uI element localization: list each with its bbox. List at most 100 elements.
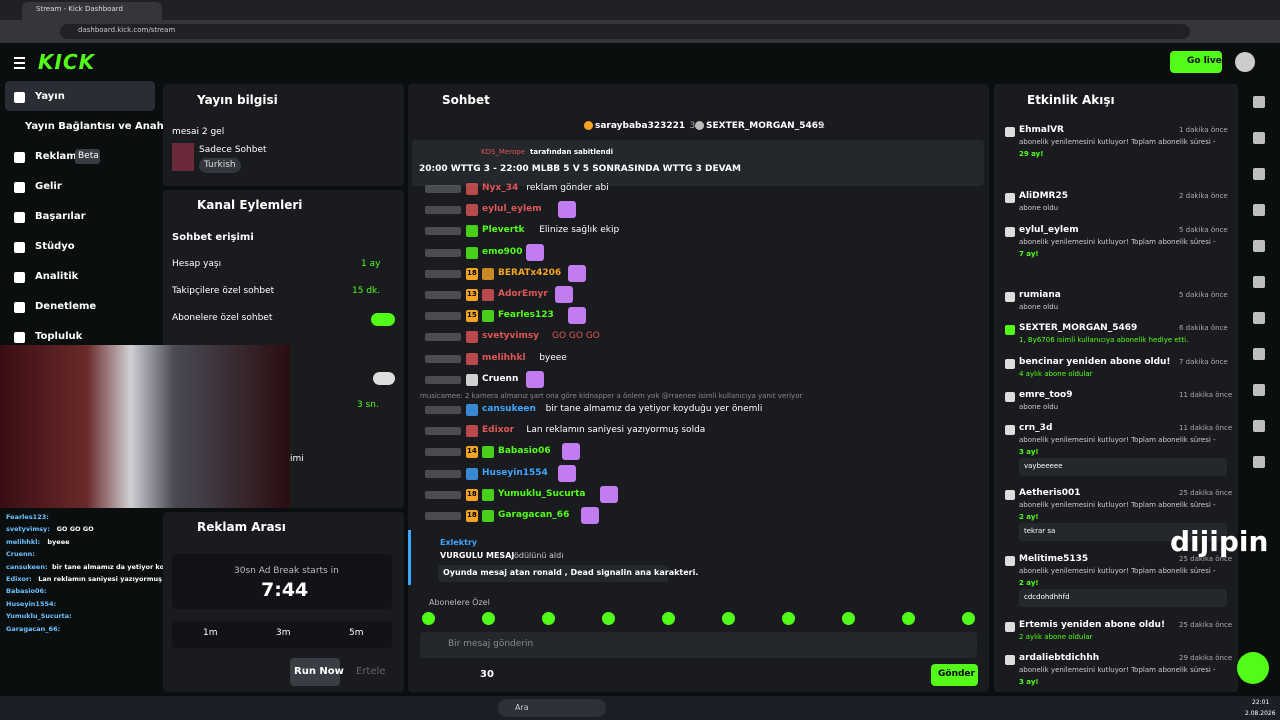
emote-option[interactable] [542,612,555,625]
tab-title: Stream - Kick Dashboard [36,5,123,13]
chat-user[interactable]: Edixor [482,425,515,436]
mod-icons[interactable] [425,227,461,236]
emote-option[interactable] [422,612,435,625]
mod-icons[interactable] [425,512,461,520]
duration-option[interactable]: 5m [349,628,364,638]
mod-icons[interactable] [425,312,461,321]
rail-icon[interactable] [1253,204,1265,216]
mod-icons[interactable] [425,354,461,363]
rail-icon[interactable] [1253,132,1265,144]
chat-user[interactable]: cansukeen [482,404,536,414]
chat-placeholder[interactable]: Bir mesaj gönderin [448,639,534,649]
chat-user[interactable]: BERATx4206 [498,267,562,278]
menu-icon[interactable] [14,57,25,59]
rail-icon[interactable] [1253,456,1265,468]
emote-option[interactable] [902,612,915,625]
setting-label[interactable]: Hesap yaşı [172,259,222,269]
emote-option[interactable] [842,612,855,625]
toggle-off[interactable] [373,372,395,385]
emote-option[interactable] [482,612,495,625]
mod-icons[interactable] [425,427,461,436]
avatar[interactable] [1235,52,1255,72]
chat-user[interactable]: emo900 [482,246,523,257]
rail-icon[interactable] [1253,384,1265,396]
mod-icons[interactable] [425,333,461,342]
nav-item[interactable]: Analitik [35,271,79,282]
nav-item[interactable]: Yayın [35,91,65,102]
emote-option[interactable] [662,612,675,625]
nav-item[interactable]: Denetleme [35,301,97,312]
rail-icon[interactable] [1253,240,1265,252]
setting-label[interactable]: Abonelere özel sohbet [172,313,273,323]
chat-input[interactable] [420,632,977,658]
mod-icons[interactable] [425,206,461,215]
mod-icons[interactable] [425,490,461,499]
search[interactable]: Ara [515,703,529,712]
menu-icon[interactable] [14,62,25,64]
nav-item[interactable]: Stüdyo [35,241,75,252]
emote-option[interactable] [602,612,615,625]
send[interactable] [931,664,978,686]
nav-icon [14,242,25,253]
mod-icons[interactable] [425,406,461,414]
activity-icon [1005,325,1015,335]
mod-icons[interactable] [425,185,461,193]
run-now-label[interactable]: Run Now [294,666,344,677]
url-field[interactable] [60,24,1190,39]
chat-user[interactable]: eylul_eylem [482,204,542,215]
rail-icon[interactable] [1253,312,1265,324]
rail-icon[interactable] [1253,348,1265,360]
badge-label: 15 [467,311,477,320]
search-box[interactable] [498,699,606,717]
chat-user[interactable]: Garagacan_66 [498,510,570,520]
badge-label: 18 [467,511,477,519]
overlay-user: Babasio06: [6,587,47,596]
mod-icons[interactable] [425,469,461,478]
toggle[interactable] [371,313,395,326]
duration-option[interactable]: 1m [203,628,218,638]
rail-fab[interactable] [1237,652,1269,684]
chat-user[interactable]: svetyvimsy [482,331,540,342]
chat-user[interactable]: Cruenn [482,373,519,384]
setting-label[interactable]: Takipçilere özel sohbet [172,286,275,296]
rail-icon[interactable] [1253,420,1265,432]
emote-option[interactable] [962,612,975,625]
mod-icons[interactable] [425,269,461,278]
chat-user[interactable]: Plevertk [482,225,525,236]
chat-user[interactable]: Fearles123 [498,310,554,321]
go-live[interactable] [1170,51,1222,73]
activity-amount: 7 ay! [1019,250,1039,258]
nav-item[interactable]: Yayın Bağlantısı ve Anahtarı [25,121,184,132]
nav-item[interactable]: Gelir [35,181,62,192]
postpone-label[interactable]: Ertele [356,666,386,677]
nav-item[interactable]: Reklam [35,151,77,162]
activity-text: abonelik yenilemesini kutluyor! Toplam a… [1019,501,1216,509]
chat-user[interactable]: Nyx_34 [482,183,519,193]
rail-icon[interactable] [1253,96,1265,108]
rail-icon[interactable] [1253,276,1265,288]
send-label[interactable]: Gönder [938,669,975,679]
nav-icon [14,272,25,283]
nav-item[interactable]: Topluluk [35,331,83,342]
emote-option[interactable] [722,612,735,625]
activity-icon [1005,227,1015,237]
activity-message: tekrar sa [1024,527,1056,535]
chat-user[interactable]: melihhkl [482,352,526,363]
chat-user[interactable]: Babasio06 [498,446,551,457]
menu-icon[interactable] [14,67,25,69]
rail-icon[interactable] [1253,168,1265,180]
nav-item[interactable]: Başarılar [35,211,86,222]
run-now[interactable] [290,658,340,686]
points: 30 [480,669,494,680]
tab[interactable] [22,2,162,20]
emote-option[interactable] [782,612,795,625]
mod-icons[interactable] [425,375,461,384]
mod-icons[interactable] [425,448,461,457]
chat-user[interactable]: Huseyin1554 [482,467,548,478]
mod-icons[interactable] [425,291,461,299]
duration-option[interactable]: 3m [276,628,291,638]
go-live-label[interactable]: Go live [1187,56,1222,66]
chat-user[interactable]: Yumuklu_Sucurta [498,488,586,499]
chat-user[interactable]: AdorEmyr [498,289,548,299]
mod-icons[interactable] [425,248,461,257]
